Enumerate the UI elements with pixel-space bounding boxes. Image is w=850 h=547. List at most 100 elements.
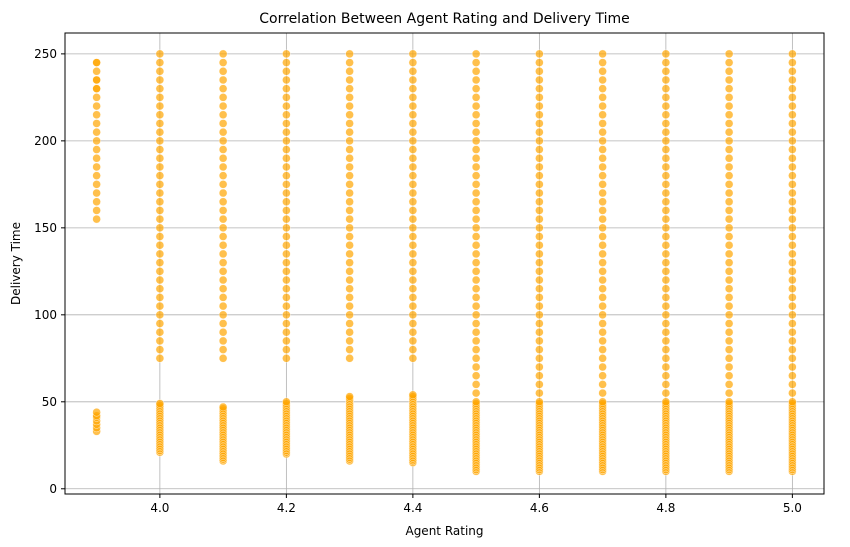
- data-point: [788, 58, 797, 67]
- data-point: [218, 328, 228, 337]
- data-point: [408, 180, 418, 189]
- data-point: [408, 49, 418, 59]
- data-point: [218, 154, 228, 163]
- data-point: [155, 310, 165, 320]
- data-point: [408, 293, 418, 302]
- data-point: [661, 232, 671, 241]
- data-point: [788, 110, 797, 119]
- data-point: [282, 49, 291, 59]
- data-point: [155, 127, 165, 137]
- data-point: [535, 136, 544, 146]
- data-point: [345, 93, 354, 102]
- data-point: [598, 206, 607, 215]
- data-point: [471, 388, 481, 398]
- data-point: [724, 171, 734, 180]
- data-point: [598, 293, 607, 302]
- data-point: [471, 154, 481, 163]
- data-point: [535, 84, 544, 93]
- data-point: [788, 258, 797, 267]
- data-point: [218, 162, 228, 172]
- y-tick-label: 250: [34, 47, 57, 61]
- data-point: [282, 249, 291, 259]
- data-point: [345, 301, 354, 311]
- data-point: [218, 206, 228, 215]
- data-point: [408, 75, 418, 85]
- data-point: [535, 380, 544, 389]
- data-point: [92, 67, 101, 76]
- data-point: [724, 127, 734, 137]
- data-point: [598, 58, 607, 67]
- data-point: [535, 301, 544, 311]
- data-point: [92, 101, 101, 111]
- data-point: [408, 67, 418, 76]
- data-point: [724, 75, 734, 85]
- data-point: [471, 371, 481, 380]
- data-point: [218, 275, 228, 285]
- data-point: [155, 162, 165, 172]
- data-point: [282, 188, 291, 198]
- data-point: [471, 49, 481, 59]
- data-point: [218, 197, 228, 206]
- data-point: [788, 371, 797, 380]
- data-point: [724, 232, 734, 241]
- data-point: [535, 127, 544, 137]
- data-point: [218, 345, 228, 354]
- data-point: [788, 336, 797, 346]
- data-point: [535, 336, 544, 346]
- data-point: [345, 310, 354, 320]
- data-point: [218, 49, 228, 59]
- data-point: [724, 388, 734, 398]
- data-point: [282, 162, 291, 172]
- data-point: [345, 58, 354, 67]
- data-point: [155, 301, 165, 311]
- data-point: [471, 58, 481, 67]
- data-point: [724, 354, 734, 363]
- x-tick-label: 5.0: [783, 501, 802, 515]
- data-point: [598, 275, 607, 285]
- data-point: [345, 336, 354, 346]
- data-point: [218, 136, 228, 146]
- data-point: [155, 119, 165, 128]
- data-point: [598, 388, 607, 398]
- data-point: [155, 110, 165, 119]
- data-point: [788, 188, 797, 198]
- data-point: [788, 380, 797, 389]
- data-point: [408, 232, 418, 241]
- data-point: [724, 319, 734, 328]
- data-point: [724, 119, 734, 128]
- data-point: [661, 75, 671, 85]
- data-point: [471, 232, 481, 241]
- points-layer: [92, 49, 797, 476]
- data-point: [535, 319, 544, 328]
- data-point: [218, 336, 228, 346]
- data-point: [282, 75, 291, 85]
- data-point: [598, 162, 607, 172]
- data-point: [471, 267, 481, 276]
- data-point: [535, 119, 544, 128]
- data-point: [724, 67, 734, 76]
- y-tick-label: 150: [34, 221, 57, 235]
- data-point: [282, 58, 291, 67]
- data-point: [92, 154, 101, 163]
- data-point: [724, 336, 734, 346]
- data-point: [408, 249, 418, 259]
- data-point: [155, 136, 165, 146]
- data-point: [788, 354, 797, 363]
- data-point: [155, 319, 165, 328]
- data-point: [155, 101, 165, 111]
- data-point: [471, 275, 481, 285]
- data-point: [661, 328, 671, 337]
- data-point: [724, 258, 734, 267]
- data-point: [471, 354, 481, 363]
- data-point: [471, 249, 481, 259]
- data-point: [535, 328, 544, 337]
- data-point: [282, 136, 291, 146]
- data-point: [661, 110, 671, 119]
- data-point: [471, 223, 481, 233]
- data-point: [408, 188, 418, 198]
- data-point: [92, 145, 101, 154]
- data-point: [661, 162, 671, 172]
- data-point: [408, 275, 418, 285]
- data-point: [724, 275, 734, 285]
- data-point: [408, 310, 418, 320]
